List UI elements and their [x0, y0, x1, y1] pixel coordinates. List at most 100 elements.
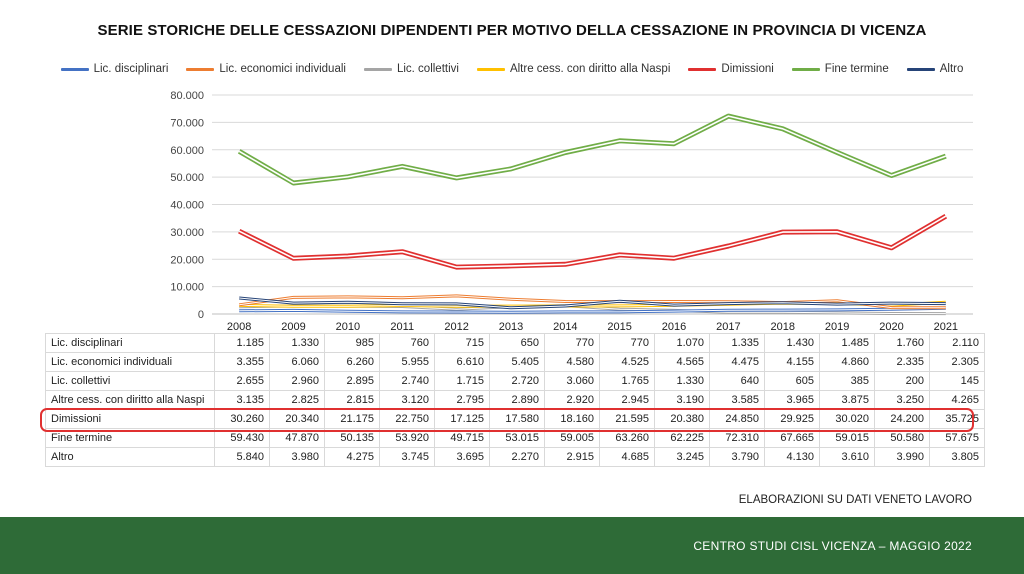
- table-cell: 6.060: [269, 352, 325, 372]
- series-line-inner: [238, 215, 947, 268]
- table-cell: 59.015: [819, 428, 875, 448]
- table-cell: 640: [709, 371, 765, 391]
- x-tick-label: 2020: [879, 321, 903, 332]
- series-line-inner: [238, 115, 947, 184]
- legend-swatch: [186, 67, 215, 71]
- table-cell: 770: [599, 333, 655, 353]
- table-cell: 3.190: [654, 390, 710, 410]
- table-cell: 4.265: [929, 390, 985, 410]
- table-cell: 1.430: [764, 333, 820, 353]
- table-cell: 2.795: [434, 390, 490, 410]
- y-tick-label: 50.000: [170, 172, 204, 184]
- table-cell: 3.745: [379, 447, 435, 467]
- legend-label: Lic. disciplinari: [93, 63, 169, 75]
- table-cell: 50.135: [324, 428, 380, 448]
- table-cell: 200: [874, 371, 930, 391]
- legend-label: Lic. economici individuali: [219, 63, 346, 75]
- table-cell: 3.965: [764, 390, 820, 410]
- table-cell: 1.760: [874, 333, 930, 353]
- table-cell: 2.655: [214, 371, 270, 391]
- series-line-inner: [239, 295, 946, 309]
- table-cell: 3.875: [819, 390, 875, 410]
- series-altro: [239, 296, 946, 310]
- table-cell: 760: [379, 333, 435, 353]
- y-tick-label: 30.000: [170, 227, 204, 239]
- table-cell: 3.790: [709, 447, 765, 467]
- table-cell: 3.980: [269, 447, 325, 467]
- legend-label: Lic. collettivi: [396, 63, 459, 75]
- table-cell: 3.245: [654, 447, 710, 467]
- table-cell: 5.840: [214, 447, 270, 467]
- table-cell: 4.275: [324, 447, 380, 467]
- table-cell: 29.925: [764, 409, 820, 429]
- table-cell: 4.130: [764, 447, 820, 467]
- x-tick-label: 2012: [444, 321, 468, 332]
- table-cell: 17.580: [489, 409, 545, 429]
- legend-swatch: [688, 67, 717, 71]
- table-cell: 3.135: [214, 390, 270, 410]
- table-cell: 5.405: [489, 352, 545, 372]
- table-cell: 1.185: [214, 333, 270, 353]
- table-cell: 4.565: [654, 352, 710, 372]
- table-cell: 3.610: [819, 447, 875, 467]
- table-cell: 1.330: [269, 333, 325, 353]
- table-cell: 3.695: [434, 447, 490, 467]
- series-line-inner: [239, 297, 946, 309]
- chart-title: SERIE STORICHE DELLE CESSAZIONI DIPENDEN…: [97, 22, 927, 39]
- table-cell: 145: [929, 371, 985, 391]
- x-tick-label: 2018: [771, 321, 795, 332]
- legend-item-altro: Altro: [906, 63, 964, 75]
- legend-label: Altro: [939, 63, 964, 75]
- legend-item-lic-collettivi: Lic. collettivi: [363, 63, 459, 75]
- table-cell: 3.585: [709, 390, 765, 410]
- x-tick-label: 2021: [934, 321, 958, 332]
- series-line-inner: [239, 307, 946, 313]
- table-cell: 6.610: [434, 352, 490, 372]
- table-cell: 18.160: [544, 409, 600, 429]
- row-label: Lic. disciplinari: [45, 333, 215, 353]
- x-tick-label: 2014: [553, 321, 577, 332]
- table-cell: 22.750: [379, 409, 435, 429]
- table-cell: 2.740: [379, 371, 435, 391]
- table-cell: 1.335: [709, 333, 765, 353]
- legend-label: Fine termine: [824, 63, 889, 75]
- table-cell: 2.960: [269, 371, 325, 391]
- table-cell: 770: [544, 333, 600, 353]
- table-cell: 30.020: [819, 409, 875, 429]
- table-cell: 4.155: [764, 352, 820, 372]
- table-cell: 1.485: [819, 333, 875, 353]
- table-cell: 53.015: [489, 428, 545, 448]
- footer-bar: CENTRO STUDI CISL VICENZA – MAGGIO 2022: [0, 517, 1024, 574]
- chart-legend: Lic. disciplinari Lic. economici individu…: [0, 63, 1024, 75]
- table-row-lic-economici-individuali: Lic. economici individuali 3.355 6.060 6.26…: [45, 352, 985, 372]
- table-cell: 985: [324, 333, 380, 353]
- table-row-fine-termine: Fine termine 59.430 47.870 50.135 53.920 49.7…: [45, 428, 985, 448]
- row-label: Lic. economici individuali: [45, 352, 215, 372]
- table-cell: 4.475: [709, 352, 765, 372]
- row-label: Dimissioni: [45, 409, 215, 429]
- legend-swatch: [906, 67, 935, 71]
- table-cell: 1.330: [654, 371, 710, 391]
- x-tick-label: 2017: [716, 321, 740, 332]
- table-cell: 5.955: [379, 352, 435, 372]
- legend-item-lic-disciplinari: Lic. disciplinari: [60, 63, 169, 75]
- x-tick-label: 2008: [227, 321, 251, 332]
- table-cell: 3.805: [929, 447, 985, 467]
- legend-label: Altre cess. con diritto alla Naspi: [509, 63, 671, 75]
- legend-swatch: [60, 67, 89, 71]
- table-cell: 4.525: [599, 352, 655, 372]
- source-note: ELABORAZIONI SU DATI VENETO LAVORO: [738, 494, 972, 506]
- legend-item-lic-economici-individuali: Lic. economici individuali: [186, 63, 346, 75]
- table-cell: 2.890: [489, 390, 545, 410]
- series-lic-disciplinari: [239, 306, 946, 314]
- table-row-altro: Altro 5.840 3.980 4.275 3.745 3.695 2.270 2.915…: [45, 447, 985, 467]
- table-cell: 2.920: [544, 390, 600, 410]
- x-tick-label: 2019: [825, 321, 849, 332]
- table-cell: 2.915: [544, 447, 600, 467]
- table-cell: 650: [489, 333, 545, 353]
- table-row-lic-disciplinari: Lic. disciplinari 1.185 1.330 985 760 715 650 7…: [45, 333, 985, 353]
- row-label: Altro: [45, 447, 215, 467]
- table-cell: 3.355: [214, 352, 270, 372]
- table-cell: 2.945: [599, 390, 655, 410]
- y-tick-label: 70.000: [170, 117, 204, 129]
